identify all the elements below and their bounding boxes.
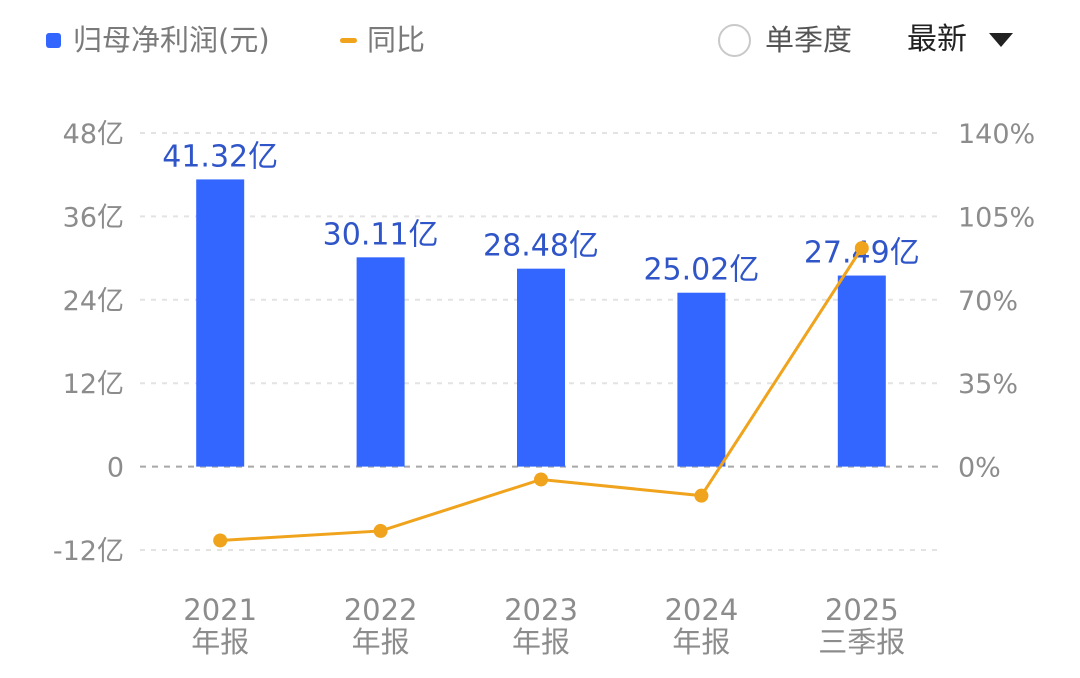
yoy-point-2021[interactable]: [213, 533, 228, 548]
single-quarter-toggle[interactable]: 单季度: [718, 20, 852, 60]
x-category-period: 年报: [352, 625, 410, 659]
radio-circle-icon[interactable]: [718, 23, 751, 57]
yoy-line-series: [213, 241, 869, 548]
x-category-period: 年报: [512, 625, 570, 659]
x-category-label: 2024 年报: [664, 593, 738, 659]
legend-bar-swatch: [46, 32, 61, 48]
right-tick-label: 0%: [958, 453, 1001, 484]
x-category-label: 2021 年报: [183, 593, 257, 659]
bar-value-label: 41.32亿: [162, 139, 278, 174]
legend-line-swatch: [340, 37, 357, 43]
legend-item-bar[interactable]: 归母净利润(元): [46, 20, 270, 60]
left-tick-label: 36亿: [63, 202, 124, 233]
bar-2025[interactable]: [837, 275, 886, 467]
right-tick-label: 140%: [958, 119, 1035, 150]
right-tick-label: 70%: [958, 286, 1018, 317]
x-category-period: 年报: [191, 625, 249, 659]
yoy-point-2023[interactable]: [534, 472, 548, 487]
x-category-year: 2021: [183, 593, 257, 627]
x-category-year: 2024: [664, 593, 738, 627]
left-tick-label: 48亿: [63, 119, 124, 150]
left-tick-label: 0: [107, 453, 124, 484]
bar-2022[interactable]: [356, 257, 405, 467]
bar-series: [196, 179, 886, 467]
yoy-point-2022[interactable]: [373, 523, 388, 538]
legend-line-label: 同比: [367, 23, 426, 57]
bar-value-label: 28.48亿: [483, 229, 599, 264]
x-category-year: 2022: [344, 593, 418, 627]
bar-2021[interactable]: [196, 179, 245, 467]
chevron-down-icon[interactable]: [989, 33, 1013, 47]
x-category-label: 2025 三季报: [818, 593, 905, 659]
bar-2024[interactable]: [677, 292, 726, 467]
single-quarter-label: 单季度: [765, 23, 853, 57]
bar-value-label: 25.02亿: [643, 253, 759, 288]
right-tick-label: 105%: [958, 202, 1035, 233]
legend-item-line[interactable]: 同比: [340, 20, 425, 60]
x-category-label: 2022 年报: [344, 593, 418, 659]
period-dropdown[interactable]: 最新: [907, 20, 1013, 60]
x-category-year: 2023: [504, 593, 578, 627]
period-dropdown-label: 最新: [907, 22, 967, 57]
left-axis: 48亿 36亿 24亿 12亿 0 -12亿: [53, 119, 124, 567]
right-axis: 140% 105% 70% 35% 0%: [958, 119, 1035, 484]
yoy-point-2025[interactable]: [854, 241, 869, 256]
left-tick-label: -12亿: [53, 536, 124, 567]
yoy-point-2024[interactable]: [694, 488, 709, 503]
bar-2023[interactable]: [517, 268, 565, 467]
x-category-label: 2023 年报: [504, 593, 578, 659]
left-tick-label: 12亿: [63, 369, 124, 400]
x-category-period: 年报: [672, 625, 730, 659]
bar-value-label: 30.11亿: [323, 217, 439, 252]
x-category-period: 三季报: [818, 625, 905, 659]
x-category-year: 2025: [825, 593, 899, 627]
chart-header: 归母净利润(元) 同比 单季度 最新: [0, 0, 1080, 86]
right-tick-label: 35%: [958, 369, 1018, 400]
left-tick-label: 24亿: [63, 286, 124, 317]
legend-bar-label: 归母净利润(元): [73, 23, 270, 57]
